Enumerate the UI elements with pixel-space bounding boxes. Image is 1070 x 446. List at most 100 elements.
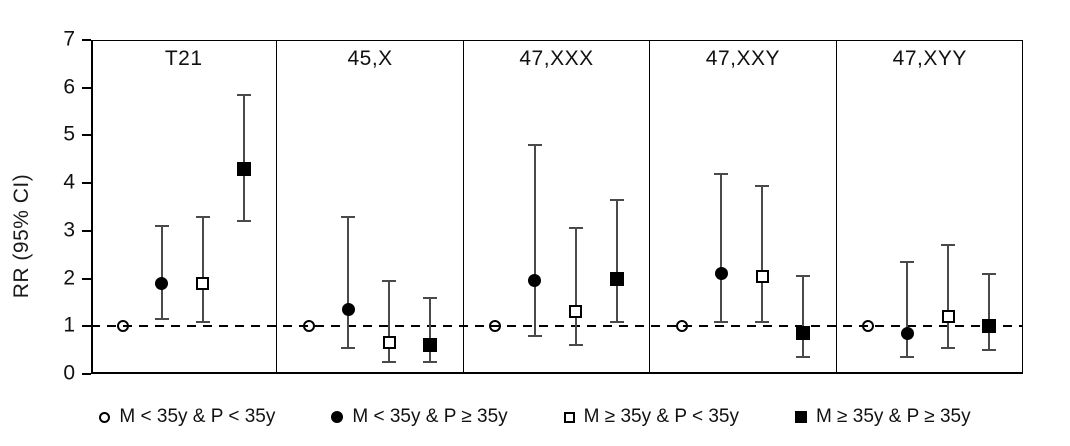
filled-square-marker (796, 326, 811, 341)
error-bar-cap (796, 275, 811, 278)
error-bar-cap (755, 184, 770, 187)
error-bar-cap (195, 320, 210, 323)
error-bar-cap (154, 225, 169, 228)
error-bar (242, 94, 245, 222)
error-bar-cap (568, 344, 583, 347)
filled-square-marker (982, 319, 997, 334)
error-bar-cap (900, 356, 915, 359)
error-bar-cap (609, 320, 624, 323)
y-tick-label: 5 (63, 122, 75, 146)
error-bar (388, 280, 391, 363)
error-bar (533, 144, 536, 336)
legend-item: M ≥ 35y & P ≥ 35y (794, 406, 971, 428)
legend-item: M < 35y & P < 35y (99, 406, 275, 428)
filled-circle-marker (155, 276, 169, 290)
error-bar-cap (195, 215, 210, 218)
plot-area: T21 45,X 47,XXX 47,XXY 47,XYY (91, 40, 1023, 374)
y-tick-mark (82, 134, 91, 137)
y-tick-label: 0 (63, 361, 75, 385)
open-circle-marker (489, 320, 502, 333)
legend-label: M ≥ 35y & P ≥ 35y (815, 406, 971, 427)
error-bar (574, 228, 577, 346)
error-bar-cap (714, 172, 729, 175)
error-bar-cap (941, 244, 956, 247)
error-bar (988, 273, 991, 351)
filled-circle-marker (714, 267, 728, 281)
error-bar-cap (900, 260, 915, 263)
y-tick-label: 1 (63, 313, 75, 337)
panel-title: T21 (164, 47, 203, 70)
error-bar-cap (341, 215, 356, 218)
error-bar (201, 216, 204, 322)
panel-t21: T21 (91, 40, 278, 374)
panel-title: 45,X (347, 47, 393, 70)
open-circle-legend-icon (99, 411, 111, 423)
filled-circle-legend-icon (331, 411, 344, 423)
legend-label: M < 35y & P ≥ 35y (352, 406, 508, 427)
y-tick-label: 6 (63, 75, 75, 99)
panel-47xyy: 47,XYY (837, 40, 1023, 374)
error-bar-cap (423, 296, 438, 299)
error-bar (802, 276, 805, 358)
error-bar-cap (941, 346, 956, 349)
error-bar (947, 245, 950, 348)
filled-square-legend-icon (794, 411, 807, 423)
y-tick-mark (82, 182, 91, 185)
error-bar-cap (609, 198, 624, 201)
filled-circle-marker (900, 326, 914, 340)
error-bar-cap (982, 272, 997, 275)
error-bar-cap (382, 361, 397, 364)
open-square-marker (941, 310, 955, 324)
y-tick-label: 3 (63, 218, 75, 242)
y-tick-label: 2 (63, 266, 75, 290)
filled-circle-marker (341, 303, 355, 317)
y-tick-label: 4 (63, 170, 75, 194)
filled-square-marker (609, 271, 624, 286)
y-tick-mark (82, 39, 91, 41)
open-square-marker (755, 269, 769, 283)
legend-item: M < 35y & P ≥ 35y (331, 406, 508, 428)
error-bar-cap (527, 143, 542, 146)
y-tick-mark (82, 373, 91, 375)
error-bar-cap (527, 334, 542, 337)
open-square-legend-icon (563, 411, 575, 423)
open-circle-marker (675, 320, 688, 333)
error-bar-cap (755, 320, 770, 323)
y-tick-mark (82, 229, 91, 232)
error-bar (429, 297, 432, 363)
panel-title: 47,XXY (705, 47, 780, 70)
reference-line-rr1 (91, 325, 1023, 328)
open-square-marker (569, 305, 583, 319)
y-tick-mark (82, 86, 91, 89)
error-bar-cap (382, 279, 397, 282)
error-bar-cap (236, 93, 251, 96)
legend-label: M ≥ 35y & P < 35y (583, 406, 739, 427)
error-bar-cap (982, 349, 997, 352)
y-tick-mark (82, 277, 91, 280)
panel-title: 47,XXX (519, 47, 594, 70)
legend-item: M ≥ 35y & P < 35y (563, 406, 739, 428)
y-tick-mark (82, 325, 91, 328)
y-tick-label: 7 (63, 27, 75, 51)
error-bar-cap (796, 356, 811, 359)
filled-square-marker (423, 338, 438, 353)
filled-circle-marker (528, 274, 542, 288)
panel-45x: 45,X (277, 40, 464, 374)
open-circle-marker (303, 320, 316, 333)
open-square-marker (382, 336, 396, 350)
error-bar (761, 185, 764, 322)
error-bar-cap (341, 346, 356, 349)
open-circle-marker (116, 320, 129, 333)
panel-47xxx: 47,XXX (464, 40, 651, 374)
open-square-marker (196, 276, 210, 290)
error-bar-cap (236, 220, 251, 223)
error-bar-cap (568, 227, 583, 230)
panel-title: 47,XYY (892, 47, 967, 70)
open-circle-marker (862, 320, 875, 333)
error-bar (615, 199, 618, 322)
error-bar-cap (714, 320, 729, 323)
error-bar (906, 261, 909, 358)
error-bar (347, 216, 350, 348)
error-bar (160, 226, 163, 320)
